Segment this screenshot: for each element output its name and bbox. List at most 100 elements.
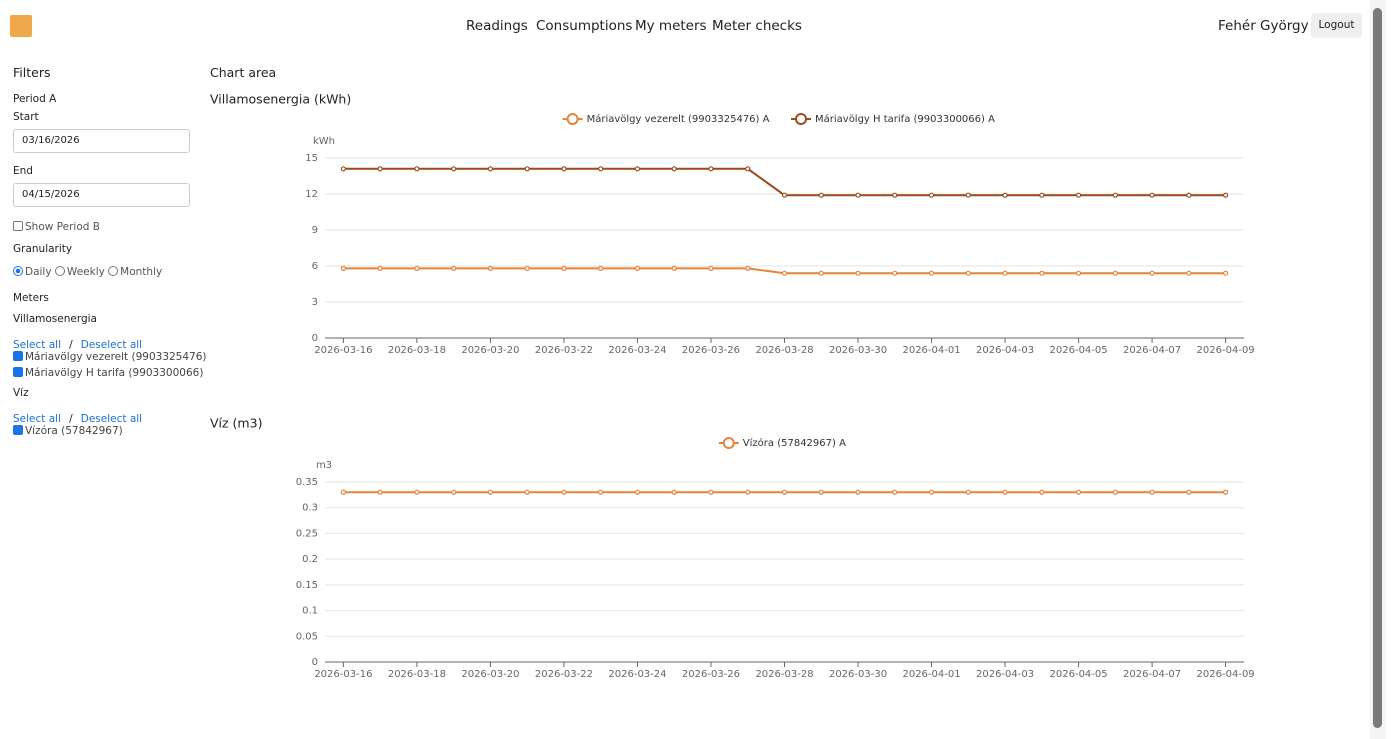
data-point <box>671 265 677 271</box>
logo[interactable] <box>10 15 32 37</box>
y-tick-label: 3 <box>312 297 318 308</box>
data-point <box>1112 270 1118 276</box>
logout-button[interactable]: Logout <box>1311 13 1362 38</box>
separator: / <box>69 339 73 351</box>
x-tick-label: 2026-04-09 <box>1197 669 1255 680</box>
deselect-all[interactable]: Deselect all <box>80 339 143 351</box>
radio[interactable] <box>54 266 65 276</box>
select-all[interactable]: Select all <box>13 413 61 425</box>
data-point <box>671 489 677 495</box>
data-point <box>965 489 971 495</box>
data-point <box>1075 270 1082 276</box>
data-point <box>1149 192 1155 198</box>
label: End <box>13 165 33 177</box>
user-name: Fehér György <box>1218 18 1309 34</box>
y-tick-label: 15 <box>305 153 318 164</box>
x-tick-label: 2026-04-07 <box>1123 669 1181 680</box>
x-tick-label: 2026-04-01 <box>902 669 960 680</box>
radio[interactable] <box>108 266 119 276</box>
checkbox-label[interactable]: Máriavölgy vezerelt (9903325476) <box>25 351 207 363</box>
checkbox[interactable] <box>13 367 23 377</box>
data-point <box>1075 489 1082 495</box>
scrollbar-thumb[interactable] <box>1373 8 1382 728</box>
data-point <box>487 166 494 172</box>
data-point <box>818 192 824 198</box>
data-point <box>928 489 935 495</box>
data-point <box>781 192 788 198</box>
y-axis-label: kWh <box>313 136 335 147</box>
date-input[interactable]: 03/16/2026 <box>13 129 190 153</box>
data-point <box>928 192 935 198</box>
checkbox-label[interactable]: Show Period B <box>25 221 100 233</box>
nav-link[interactable]: Readings <box>466 18 528 34</box>
data-point <box>818 270 824 276</box>
data-point <box>1039 270 1045 276</box>
x-tick-label: 2026-04-07 <box>1123 345 1181 356</box>
checkbox[interactable] <box>13 425 23 435</box>
data-point <box>781 270 788 276</box>
data-point <box>1039 489 1045 495</box>
radio-label[interactable]: Daily <box>25 266 52 278</box>
data-point <box>1186 192 1192 198</box>
series-line <box>343 167 1226 197</box>
y-tick-label: 0.25 <box>296 528 318 539</box>
filters-title: Filters <box>13 65 51 80</box>
date-input[interactable]: 04/15/2026 <box>13 183 190 207</box>
y-tick-label: 0.1 <box>302 606 318 617</box>
data-point <box>745 265 751 271</box>
x-tick-label: 2026-03-24 <box>608 345 666 356</box>
section-title: Chart area <box>210 65 277 80</box>
nav-link[interactable]: Consumptions <box>536 18 633 34</box>
select-all[interactable]: Select all <box>13 339 61 351</box>
x-tick-label: 2026-04-09 <box>1197 345 1255 356</box>
chart-title: Villamosenergia (kWh) <box>210 92 351 107</box>
data-point <box>377 489 383 495</box>
data-point <box>1186 489 1192 495</box>
checkbox-label[interactable]: Máriavölgy H tarifa (9903300066) <box>25 367 204 379</box>
data-point <box>340 489 346 495</box>
chart-title: Víz (m3) <box>210 416 262 431</box>
label: Period A <box>13 93 57 105</box>
data-point <box>892 270 898 276</box>
checkbox[interactable] <box>13 221 23 231</box>
data-point <box>524 166 530 172</box>
data-point <box>855 489 861 495</box>
data-point <box>708 489 714 495</box>
checkbox-label[interactable]: Vízóra (57842967) <box>25 425 123 437</box>
data-point <box>928 270 935 276</box>
y-tick-label: 0.15 <box>296 580 318 591</box>
data-point <box>340 265 346 271</box>
deselect-all[interactable]: Deselect all <box>80 413 143 425</box>
data-point <box>1223 489 1229 495</box>
x-tick-label: 2026-03-28 <box>755 345 813 356</box>
data-point <box>634 489 641 495</box>
data-point <box>414 489 420 495</box>
x-tick-label: 2026-03-18 <box>388 345 446 356</box>
x-tick-label: 2026-03-30 <box>829 345 887 356</box>
data-point <box>377 265 383 271</box>
nav-link[interactable]: Meter checks <box>712 18 802 34</box>
data-point <box>1039 192 1045 198</box>
radio-label[interactable]: Monthly <box>120 266 163 278</box>
x-tick-label: 2026-03-16 <box>314 345 372 356</box>
x-tick-label: 2026-04-01 <box>902 345 960 356</box>
y-tick-label: 9 <box>312 225 318 236</box>
x-tick-label: 2026-03-16 <box>314 669 372 680</box>
radio[interactable] <box>13 266 23 276</box>
y-tick-label: 0.3 <box>302 503 318 514</box>
data-point <box>818 489 824 495</box>
nav-link[interactable]: My meters <box>635 18 707 34</box>
data-point <box>745 489 751 495</box>
separator: / <box>69 413 73 425</box>
x-tick-label: 2026-03-22 <box>535 345 593 356</box>
data-point <box>524 265 530 271</box>
checkbox[interactable] <box>13 351 23 361</box>
data-point <box>451 489 457 495</box>
x-tick-label: 2026-04-05 <box>1050 345 1108 356</box>
data-point <box>1223 192 1229 198</box>
data-point <box>965 270 971 276</box>
x-tick-label: 2026-03-30 <box>829 669 887 680</box>
radio-label[interactable]: Weekly <box>66 266 105 278</box>
data-point <box>671 166 677 172</box>
